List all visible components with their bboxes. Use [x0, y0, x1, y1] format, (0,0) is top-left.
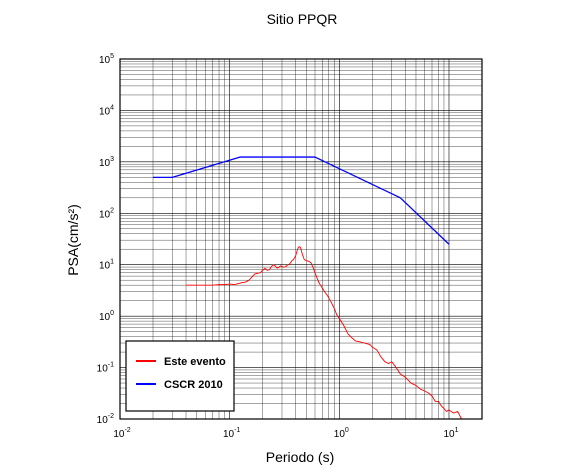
grid	[119, 58, 483, 420]
x-axis-label: Periodo (s)	[266, 449, 334, 465]
series-line-0	[186, 246, 462, 420]
y-tick-label: 105	[99, 53, 114, 66]
chart-title: Sitio PPQR	[267, 11, 338, 27]
y-tick-label: 10-1	[97, 362, 114, 375]
y-tick-label: 102	[99, 207, 114, 220]
series-line-1	[153, 156, 450, 245]
x-tick-label: 100	[334, 427, 349, 440]
x-tick-labels: 10-2 10-1 100 101	[113, 427, 458, 440]
y-tick-labels: 10-2 10-1 100 101 102 103 104 105	[97, 53, 114, 426]
x-tick-label: 10-1	[223, 427, 240, 440]
legend: Este evento CSCR 2010	[125, 340, 235, 412]
legend-label: Este evento	[164, 356, 226, 368]
x-tick-label: 10-2	[113, 427, 130, 440]
series-lines	[153, 156, 462, 420]
y-tick-label: 104	[99, 104, 114, 117]
plot-frame	[119, 58, 483, 420]
y-tick-label: 101	[99, 259, 114, 272]
y-axis-label: PSA(cm/s²)	[65, 204, 81, 276]
legend-box	[125, 340, 235, 412]
y-tick-label: 100	[99, 310, 114, 323]
legend-label: CSCR 2010	[164, 379, 223, 391]
y-tick-label: 103	[99, 156, 114, 169]
y-tick-label: 10-2	[97, 413, 114, 426]
x-tick-label: 101	[443, 427, 458, 440]
